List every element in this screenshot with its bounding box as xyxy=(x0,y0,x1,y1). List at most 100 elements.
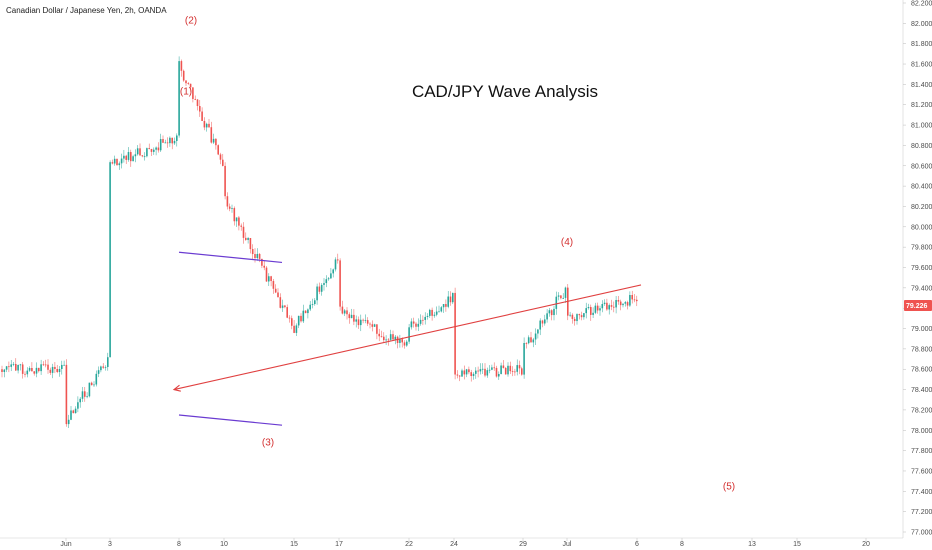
candle-body xyxy=(578,314,581,316)
candle-body xyxy=(608,305,610,310)
candle-body xyxy=(247,238,249,240)
candle-body xyxy=(389,334,392,340)
x-tick-label: 6 xyxy=(635,541,639,548)
candle-body xyxy=(521,368,523,375)
candle-body xyxy=(70,410,72,420)
candle-body xyxy=(504,367,507,375)
candle-body xyxy=(546,313,548,320)
candle-body xyxy=(203,120,206,128)
last-price-tag-bg xyxy=(904,300,932,312)
x-tick-label: 24 xyxy=(450,541,458,548)
candle-body xyxy=(387,339,390,341)
candle-body xyxy=(548,310,551,314)
candle-body xyxy=(17,364,19,371)
candle-body xyxy=(498,374,500,377)
candle-body xyxy=(109,162,111,358)
y-tick-label: 81.000 xyxy=(911,123,932,130)
candle-body xyxy=(532,339,535,343)
candle-body xyxy=(440,307,443,312)
candle-body xyxy=(366,320,369,324)
candle-body xyxy=(217,145,219,155)
candle-body xyxy=(31,367,33,372)
candle-body xyxy=(270,276,272,282)
candle-body xyxy=(364,320,367,321)
time-axis[interactable]: Jun 3 8 10 15 17 22 24 29 Jul 6 8 13 15 20 xyxy=(60,538,870,548)
candle-body xyxy=(54,366,56,369)
candle-body xyxy=(429,309,431,316)
candle-body xyxy=(295,325,298,333)
candle-body xyxy=(164,142,167,144)
candle-body xyxy=(502,365,505,368)
candle-body xyxy=(265,267,268,282)
candle-body xyxy=(95,373,98,385)
candle-body xyxy=(196,99,199,107)
x-tick-label: 15 xyxy=(290,541,298,548)
x-tick-label: 20 xyxy=(862,541,870,548)
y-tick-label: 78.000 xyxy=(911,428,932,435)
candle-body xyxy=(28,367,31,371)
candle-body xyxy=(107,357,109,367)
candle-body xyxy=(256,253,259,259)
candle-body xyxy=(42,364,45,366)
candle-body xyxy=(633,299,636,301)
candle-body xyxy=(334,259,337,270)
candle-body xyxy=(49,369,52,373)
candle-body xyxy=(245,237,247,240)
candle-body xyxy=(495,367,498,377)
x-tick-label: 3 xyxy=(108,541,112,548)
candle-body xyxy=(357,319,360,326)
candle-body xyxy=(127,152,130,160)
candle-body xyxy=(562,297,564,299)
candle-body xyxy=(399,339,401,343)
candle-body xyxy=(573,318,576,322)
x-tick-label: Jun xyxy=(60,541,71,548)
candle-series xyxy=(1,56,638,429)
wave-label: (5) xyxy=(723,481,735,492)
candle-body xyxy=(337,259,339,261)
candle-body xyxy=(339,260,341,307)
candle-body xyxy=(63,364,65,366)
candle-body xyxy=(120,158,123,164)
candle-body xyxy=(100,366,102,371)
candle-body xyxy=(484,368,486,376)
candle-body xyxy=(254,254,256,259)
candle-body xyxy=(86,396,88,398)
candle-body xyxy=(169,137,171,144)
candle-body xyxy=(304,310,307,314)
candle-body xyxy=(599,308,601,311)
candle-body xyxy=(300,315,302,322)
y-tick-label: 80.200 xyxy=(911,204,932,211)
x-tick-label: 29 xyxy=(519,541,527,548)
candle-body xyxy=(534,333,537,340)
y-tick-label: 79.400 xyxy=(911,285,932,292)
candle-body xyxy=(90,382,93,386)
candle-body xyxy=(576,314,578,322)
price-axis[interactable]: 77.000 77.200 77.400 77.600 77.800 78.000 78.2… xyxy=(903,1,932,537)
candle-body xyxy=(261,258,263,266)
candle-body xyxy=(461,370,463,377)
y-tick-label: 81.800 xyxy=(911,41,932,48)
candle-body xyxy=(424,316,426,320)
candle-body xyxy=(412,321,415,324)
candle-body xyxy=(454,292,456,375)
wave-label: (1) xyxy=(180,87,192,98)
candle-body xyxy=(392,334,394,340)
candle-body xyxy=(624,302,627,304)
candle-body xyxy=(544,319,546,324)
y-tick-label: 78.200 xyxy=(911,407,932,414)
candle-body xyxy=(323,283,325,285)
candle-body xyxy=(12,363,15,365)
candle-body xyxy=(77,402,79,409)
candle-body xyxy=(590,307,592,315)
candle-body xyxy=(458,375,461,377)
candle-body xyxy=(116,158,118,166)
candle-body xyxy=(550,310,553,316)
candle-body xyxy=(130,152,132,162)
candle-body xyxy=(481,368,484,370)
candle-body xyxy=(125,155,127,160)
candle-body xyxy=(493,367,495,369)
candle-body xyxy=(263,265,265,268)
candle-body xyxy=(557,295,560,297)
candle-body xyxy=(419,319,422,324)
candle-body xyxy=(171,137,173,144)
